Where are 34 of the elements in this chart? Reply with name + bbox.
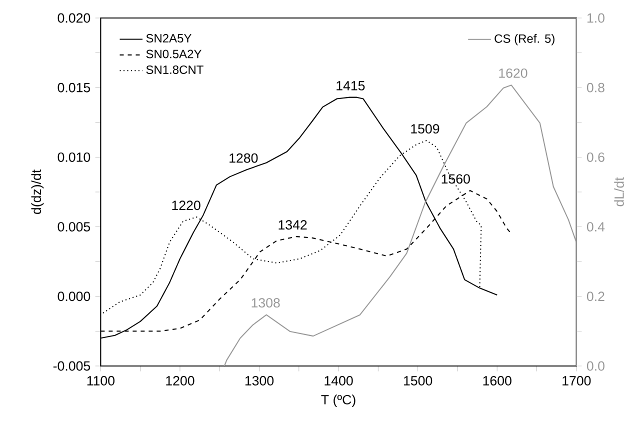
y2-tick-label: 0.4 [586,222,605,232]
legend-label: SN0.5A2Y [146,50,202,58]
legend-label: SN1.8CNT [146,65,204,74]
y-axis-title: d(dz)/dt [31,169,44,214]
x-tick-label: 1500 [404,376,432,386]
legend-label: SN2A5Y [146,34,192,43]
y2-tick-label: 0.8 [586,82,604,92]
y-tick-label: 0.015 [58,82,90,92]
y2-axis-title: dL/dt [614,177,624,206]
y2-tick-label: 0.6 [586,152,604,162]
y2-tick-label: 0.0 [586,361,604,371]
legend-label: CS (Ref. 5) [494,34,554,46]
x-axis-title: T (ºC) [321,394,356,408]
annotation: 1415 [336,81,365,90]
y-tick-label: 0.005 [58,222,90,232]
y-tick-label: 0.010 [58,152,90,162]
annotation: 1620 [499,68,528,78]
y2-tick-label: 1.0 [587,13,604,23]
annotation: 1280 [230,153,258,163]
annotation: 1509 [411,124,440,134]
x-tick-label: 1700 [562,376,591,386]
x-tick-label: 1100 [87,376,114,386]
y2-tick-label: 0.2 [586,292,604,302]
x-tick-label: 1400 [324,376,353,386]
y-tick-label: -0.005 [53,361,90,371]
y-tick-label: 0.000 [58,292,90,302]
annotation: 1308 [252,298,280,308]
x-tick-label: 1600 [483,376,512,386]
annotation: 1342 [278,220,307,230]
annotation: 1560 [442,174,470,184]
x-tick-label: 1300 [245,376,274,386]
y-tick-label: 0.020 [58,13,90,23]
annotation: 1220 [172,200,200,210]
x-tick-label: 1200 [166,376,194,386]
